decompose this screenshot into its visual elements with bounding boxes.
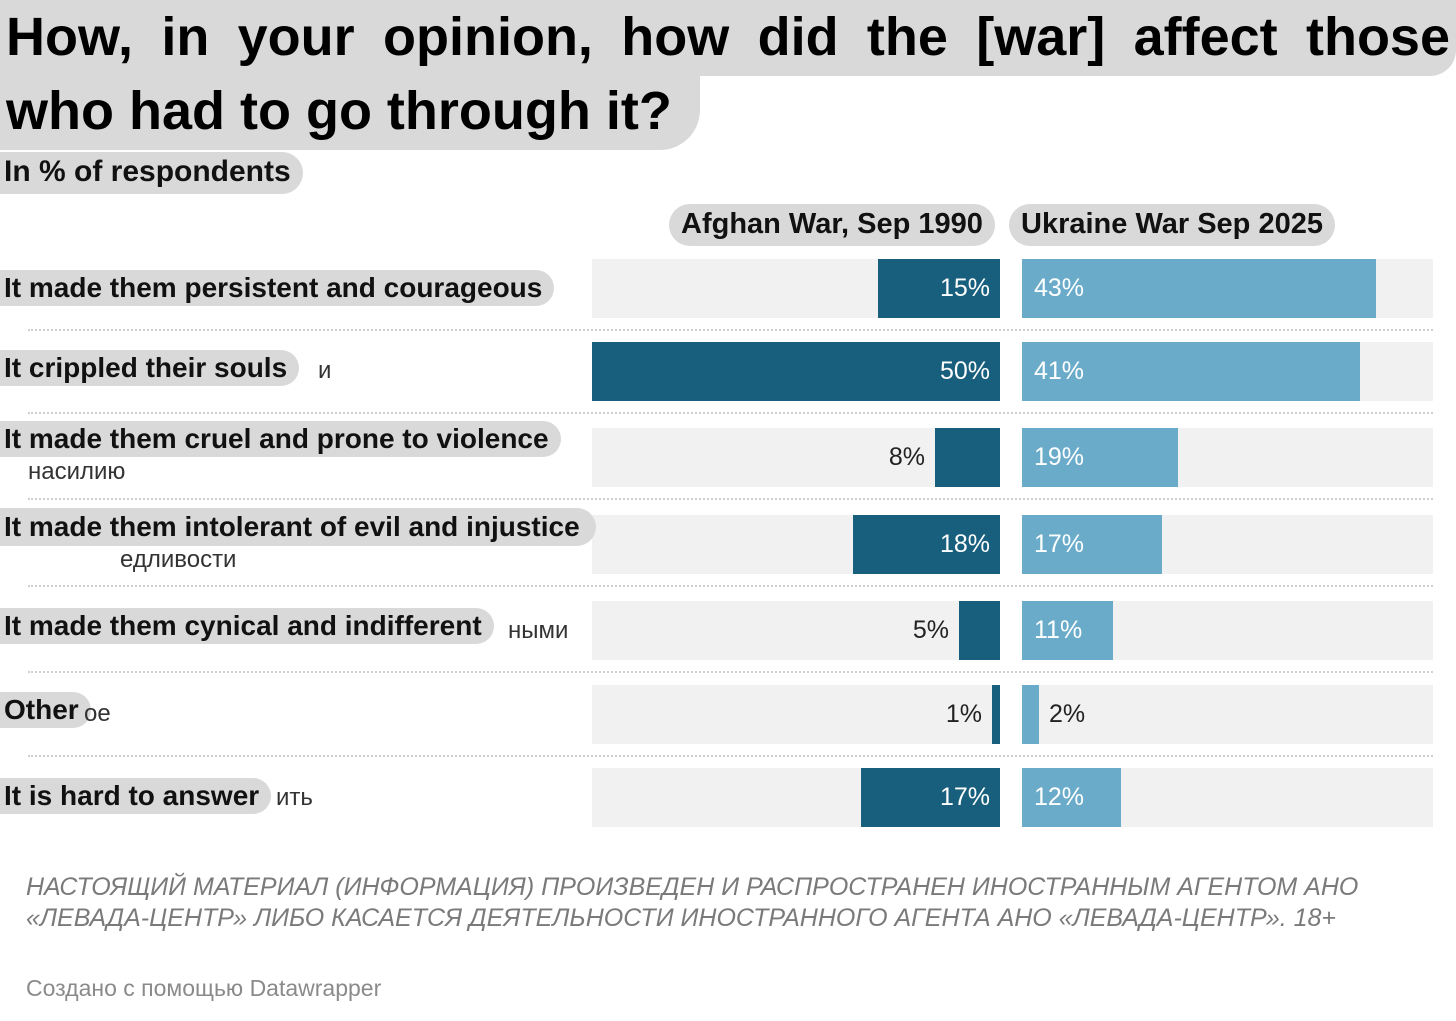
row-separator	[28, 412, 1433, 414]
chart-subtitle: In % of respondents	[0, 152, 303, 194]
value-label-afghan: 8%	[888, 443, 925, 471]
ghost-fragment: ить	[276, 784, 313, 811]
value-label-afghan: 15%	[939, 274, 990, 302]
bar-afghan	[992, 685, 1000, 744]
bar-afghan	[935, 428, 1000, 487]
category-label: Other	[0, 692, 91, 728]
value-label-ukraine: 17%	[1034, 530, 1085, 558]
ghost-fragment: ными	[508, 617, 569, 644]
bar-ukraine	[1022, 685, 1039, 744]
value-label-afghan: 1%	[945, 700, 982, 728]
row-separator	[28, 585, 1433, 587]
value-label-afghan: 18%	[939, 530, 990, 558]
bar-afghan	[592, 342, 1000, 401]
row-background-ukraine	[1022, 685, 1433, 744]
ghost-fragment: насилию	[28, 458, 126, 485]
row-separator	[28, 671, 1433, 673]
title-highlight-line2	[0, 76, 700, 150]
category-label: It made them intolerant of evil and inju…	[0, 508, 596, 546]
bar-ukraine	[1022, 601, 1113, 660]
row-separator	[28, 329, 1433, 331]
value-label-ukraine: 43%	[1034, 274, 1085, 302]
datawrapper-credit: Создано с помощью Datawrapper	[26, 975, 382, 1001]
bar-afghan	[959, 601, 1000, 660]
category-label: It crippled their souls	[0, 350, 300, 386]
bar-ukraine	[1022, 259, 1376, 318]
title-highlight-line1	[0, 0, 1456, 76]
category-label: It made them persistent and courageous	[0, 270, 555, 306]
bar-ukraine	[1022, 342, 1360, 401]
value-label-ukraine: 41%	[1034, 357, 1085, 385]
bar-afghan	[861, 768, 1000, 827]
chart-title: How, in your opinion, how did the [war] …	[6, 7, 1450, 141]
value-label-afghan: 5%	[912, 616, 949, 644]
category-label: It made them cynical and indifferent	[0, 608, 494, 644]
row-background-afghan	[592, 428, 1000, 487]
bar-afghan	[853, 515, 1000, 574]
foreign-agent-disclaimer: НАСТОЯЩИЙ МАТЕРИАЛ (ИНФОРМАЦИЯ) ПРОИЗВЕД…	[26, 873, 1359, 932]
value-label-ukraine: 12%	[1034, 783, 1085, 811]
bar-ukraine	[1022, 515, 1162, 574]
value-label-afghan: 17%	[939, 783, 990, 811]
category-label: It made them cruel and prone to violence	[0, 421, 561, 457]
ghost-fragment: едливости	[120, 546, 237, 573]
row-separator	[28, 498, 1433, 500]
bar-ukraine	[1022, 428, 1178, 487]
bar-ukraine	[1022, 768, 1121, 827]
row-background-afghan	[592, 685, 1000, 744]
legend-afghan-war: Afghan War, Sep 1990	[669, 204, 995, 246]
category-label: It is hard to answer	[0, 778, 272, 814]
value-label-ukraine: 19%	[1034, 443, 1085, 471]
row-separator	[28, 755, 1433, 757]
row-background-afghan	[592, 601, 1000, 660]
value-label-ukraine: 2%	[1049, 700, 1086, 728]
ghost-fragment: и	[318, 357, 332, 384]
ghost-fragment: ое	[84, 700, 111, 727]
value-label-afghan: 50%	[939, 357, 990, 385]
legend-ukraine-war: Ukraine War Sep 2025	[1009, 204, 1335, 246]
value-label-ukraine: 11%	[1034, 616, 1083, 644]
bar-afghan	[878, 259, 1000, 318]
